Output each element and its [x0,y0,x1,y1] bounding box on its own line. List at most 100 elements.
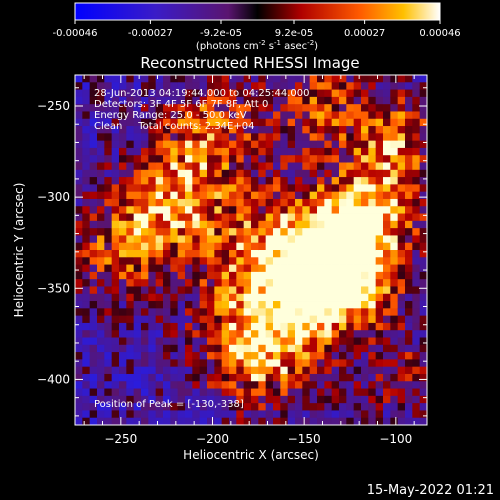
heatmap-cell [273,126,281,134]
heatmap-cell [346,235,355,244]
heatmap-cell [390,213,399,222]
heatmap-cell [390,126,399,134]
heatmap-cell [383,250,391,258]
heatmap-cell [324,359,333,368]
heatmap-cell [390,155,399,163]
heatmap-cell [141,126,149,134]
heatmap-cell [89,322,98,331]
heatmap-cell [295,155,303,163]
heatmap-cell [199,133,208,142]
heatmap-cell [405,89,413,98]
heatmap-cell [324,118,333,127]
heatmap-cell [273,301,281,309]
heatmap-cell [317,126,325,134]
heatmap-cell [346,395,355,404]
heatmap-cell [324,133,333,142]
heatmap-cell [346,271,355,280]
heatmap-cell [265,177,274,185]
heatmap-cell [361,264,369,273]
heatmap-cell [331,359,340,368]
heatmap-cell [199,198,208,207]
heatmap-cell [243,257,252,265]
heatmap-cell [317,220,325,229]
heatmap-cell [111,388,120,397]
heatmap-cell [251,96,259,105]
heatmap-cell [119,191,127,200]
heatmap-cell [324,271,333,280]
heatmap-cell [353,315,362,324]
heatmap-cell [111,133,120,142]
heatmap-cell [119,198,127,207]
heatmap-cell [412,198,421,207]
heatmap-cell [192,147,201,156]
heatmap-cell [170,118,179,127]
heatmap-cell [185,250,193,258]
heatmap-cell [119,395,127,404]
heatmap-cell [280,177,289,185]
heatmap-cell [375,147,384,156]
heatmap-cell [148,395,157,404]
heatmap-cell [397,410,406,419]
heatmap-cell [236,155,245,163]
heatmap-cell [199,264,208,273]
heatmap-cell [412,301,421,309]
heatmap-cell [273,118,281,127]
heatmap-cell [214,169,223,178]
heatmap-cell [148,301,157,309]
heatmap-cell [295,126,303,134]
heatmap-cell [295,133,303,142]
heatmap-cell [251,352,259,360]
heatmap-cell [155,410,164,419]
heatmap-cell [177,169,186,178]
heatmap-cell [361,228,369,236]
heatmap-cell [221,242,230,251]
heatmap-cell [207,373,215,382]
heatmap-cell [243,213,252,222]
heatmap-cell [221,352,230,360]
heatmap-cell [236,271,245,280]
heatmap-cell [361,337,369,346]
heatmap-cell [221,330,230,338]
heatmap-cell [397,75,406,83]
heatmap-cell [148,184,157,193]
heatmap-cell [339,271,347,280]
heatmap-cell [324,220,333,229]
heatmap-cell [346,322,355,331]
heatmap-cell [207,235,215,244]
heatmap-cell [214,330,223,338]
heatmap-cell [89,104,98,112]
heatmap-cell [339,395,347,404]
heatmap-cell [265,395,274,404]
heatmap-cell [97,279,105,287]
heatmap-cell [97,381,105,389]
heatmap-cell [339,82,347,90]
heatmap-cell [97,104,105,112]
heatmap-cell [155,162,164,171]
heatmap-cell [214,140,223,149]
heatmap-cell [111,235,120,244]
heatmap-cell [75,264,83,273]
heatmap-cell [405,344,413,353]
heatmap-cell [383,410,391,419]
heatmap-cell [390,184,399,193]
heatmap-cell [361,191,369,200]
heatmap-cell [353,403,362,411]
heatmap-cell [324,352,333,360]
heatmap-cell [353,140,362,149]
heatmap-cell [199,308,208,317]
heatmap-cell [133,257,142,265]
heatmap-cell [258,169,267,178]
heatmap-cell [214,337,223,346]
heatmap-cell [390,381,399,389]
heatmap-cell [155,228,164,236]
heatmap-cell [104,301,113,309]
heatmap-cell [170,337,179,346]
heatmap-cell [207,177,215,185]
heatmap-cell [339,155,347,163]
heatmap-cell [265,352,274,360]
heatmap-cell [170,75,179,83]
heatmap-cell [346,315,355,324]
heatmap-cell [287,147,296,156]
heatmap-cell [361,75,369,83]
heatmap-cell [192,177,201,185]
